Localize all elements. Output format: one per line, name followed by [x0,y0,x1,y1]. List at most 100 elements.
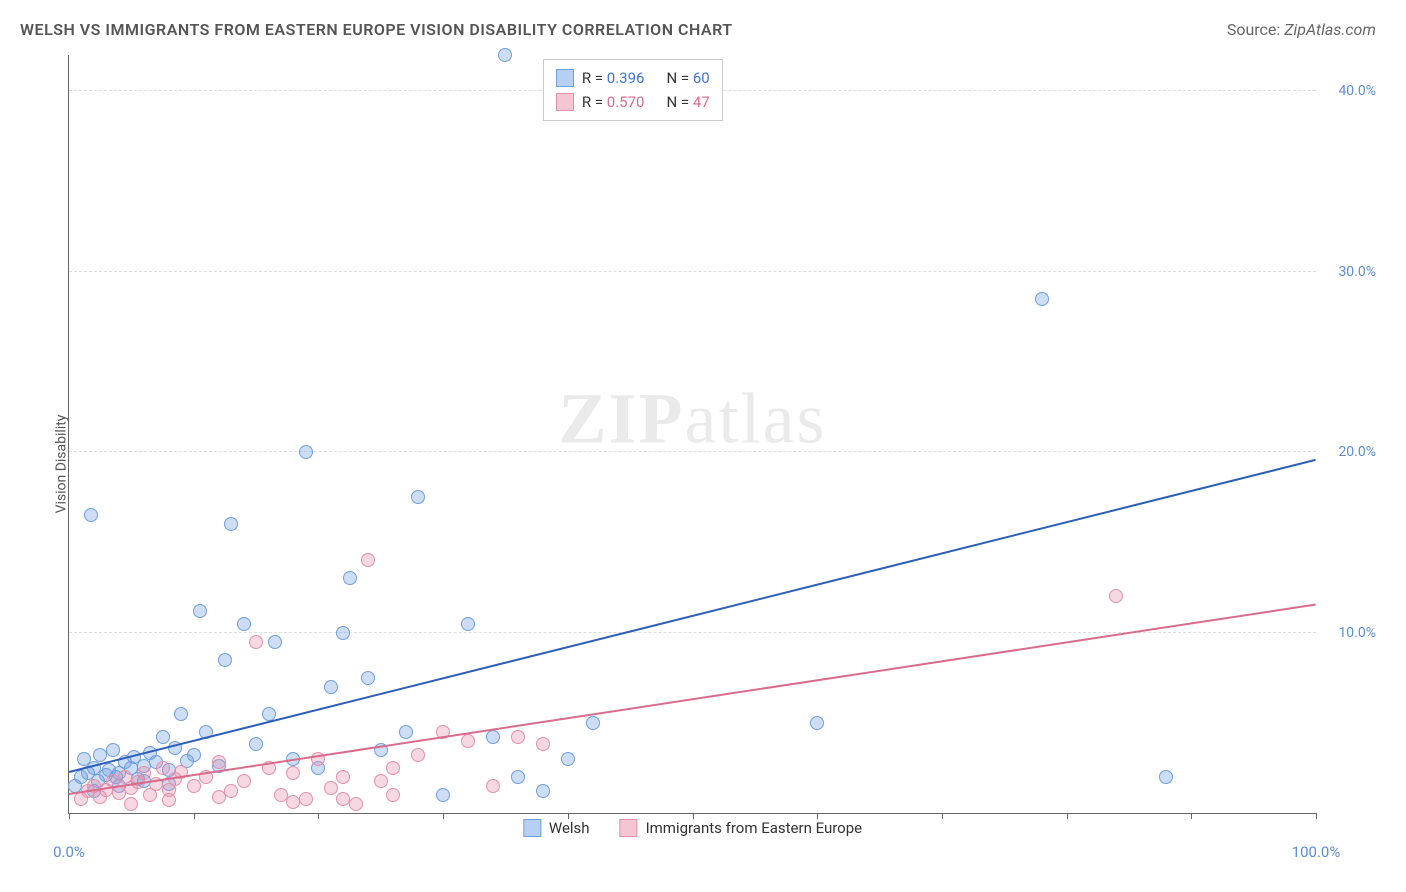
data-point [84,508,98,522]
data-point [461,734,475,748]
data-point [336,626,350,640]
data-point [561,752,575,766]
data-point [218,653,232,667]
watermark-zip: ZIP [559,378,685,458]
data-point [536,784,550,798]
data-point [336,792,350,806]
legend-label: Immigrants from Eastern Europe [646,819,863,837]
data-point [343,571,357,585]
data-point [1159,770,1173,784]
gridline [69,271,1316,272]
data-point [237,617,251,631]
data-point [162,793,176,807]
data-point [299,792,313,806]
data-point [374,774,388,788]
data-point [212,755,226,769]
x-tick [1191,813,1192,819]
data-point [249,737,263,751]
x-tick [194,813,195,819]
legend-label: Welsh [549,819,590,837]
legend-item: Welsh [523,819,590,837]
data-point [361,671,375,685]
data-point [286,795,300,809]
data-point [174,707,188,721]
data-point [299,445,313,459]
y-tick-label: 30.0% [1338,264,1376,280]
data-point [361,553,375,567]
legend-stats-row: R = 0.396 N = 60 [556,66,710,90]
data-point [536,737,550,751]
data-point [411,748,425,762]
x-tick-label: 100.0% [1292,843,1341,861]
x-tick [69,813,70,819]
data-point [156,730,170,744]
legend-r: R = 0.570 [582,90,645,114]
data-point [486,730,500,744]
data-point [187,748,201,762]
y-tick-label: 40.0% [1338,83,1376,99]
data-point [224,517,238,531]
legend-stats-row: R = 0.570 N = 47 [556,90,710,114]
data-point [268,635,282,649]
legend-stats-box: R = 0.396 N = 60 R = 0.570 N = 47 [543,59,723,121]
data-point [399,725,413,739]
legend-item: Immigrants from Eastern Europe [620,819,863,837]
data-point [511,730,525,744]
data-point [137,766,151,780]
y-tick-label: 20.0% [1338,444,1376,460]
chart-title: WELSH VS IMMIGRANTS FROM EASTERN EUROPE … [20,20,733,39]
data-point [156,761,170,775]
x-tick [942,813,943,819]
data-point [436,788,450,802]
data-point [249,635,263,649]
legend-swatch [556,69,574,87]
legend-swatch [620,819,638,837]
data-point [586,716,600,730]
x-tick [1067,813,1068,819]
x-tick [318,813,319,819]
x-tick [443,813,444,819]
legend-n: N = 60 [666,66,709,90]
data-point [212,790,226,804]
data-point [411,490,425,504]
legend-r: R = 0.396 [582,66,645,90]
x-tick [568,813,569,819]
legend-swatch [556,93,574,111]
data-point [324,781,338,795]
x-tick [1316,813,1317,819]
data-point [461,617,475,631]
data-point [286,766,300,780]
plot-area: ZIPatlas R = 0.396N = 60R = 0.570N = 47 … [68,55,1316,814]
legend-bottom: Welsh Immigrants from Eastern Europe [523,819,862,837]
data-point [1109,589,1123,603]
chart-container: Vision Disability ZIPatlas R = 0.396N = … [20,55,1386,872]
source-name: ZipAtlas.com [1284,20,1376,39]
data-point [486,779,500,793]
data-point [124,797,138,811]
data-point [1035,292,1049,306]
data-point [810,716,824,730]
regression-line [69,459,1316,773]
gridline [69,451,1316,452]
data-point [193,604,207,618]
watermark: ZIPatlas [559,377,827,460]
data-point [106,743,120,757]
data-point [187,779,201,793]
legend-n: N = 47 [666,90,709,114]
data-point [349,797,363,811]
x-tick-label: 0.0% [53,843,85,861]
data-point [237,774,251,788]
data-point [498,48,512,62]
data-point [511,770,525,784]
source-attribution: Source: ZipAtlas.com [1227,20,1376,39]
data-point [324,680,338,694]
watermark-atlas: atlas [685,378,827,458]
data-point [224,784,238,798]
data-point [336,770,350,784]
data-point [386,788,400,802]
data-point [386,761,400,775]
x-tick [817,813,818,819]
source-prefix: Source: [1227,20,1284,39]
legend-swatch [523,819,541,837]
x-tick [693,813,694,819]
